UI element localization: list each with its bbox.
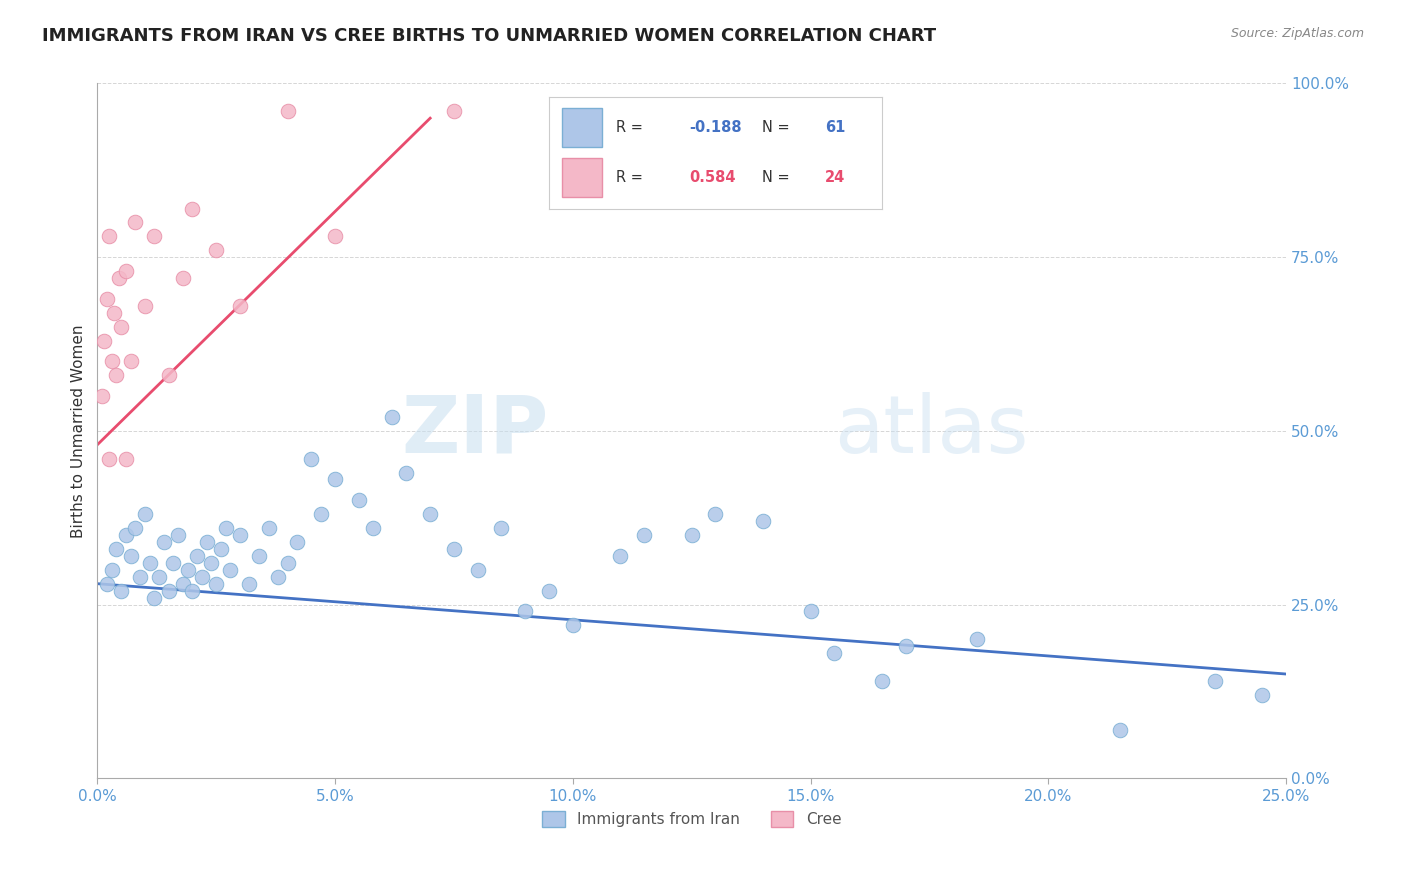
Point	[823, 646, 845, 660]
Point	[143, 229, 166, 244]
Legend: Immigrants from Iran, Cree: Immigrants from Iran, Cree	[536, 805, 848, 833]
Point	[267, 570, 290, 584]
Point	[395, 466, 418, 480]
Point	[195, 535, 218, 549]
Point	[299, 451, 322, 466]
Point	[381, 409, 404, 424]
Point	[247, 549, 270, 563]
Text: atlas: atlas	[834, 392, 1029, 470]
Point	[124, 521, 146, 535]
Point	[894, 639, 917, 653]
Text: Source: ZipAtlas.com: Source: ZipAtlas.com	[1230, 27, 1364, 40]
Point	[966, 632, 988, 647]
Point	[704, 507, 727, 521]
Point	[257, 521, 280, 535]
Point	[100, 563, 122, 577]
Point	[870, 673, 893, 688]
Point	[419, 507, 441, 521]
Point	[124, 215, 146, 229]
Point	[323, 229, 346, 244]
Point	[229, 528, 252, 542]
Point	[515, 605, 537, 619]
Point	[105, 368, 128, 383]
Point	[238, 576, 260, 591]
Point	[1204, 673, 1226, 688]
Point	[633, 528, 655, 542]
Point	[120, 549, 142, 563]
Point	[115, 264, 138, 278]
Point	[98, 229, 121, 244]
Text: ZIP: ZIP	[402, 392, 548, 470]
Point	[110, 319, 132, 334]
Point	[186, 549, 208, 563]
Point	[167, 528, 190, 542]
Point	[181, 202, 204, 216]
Point	[285, 535, 308, 549]
Point	[219, 563, 242, 577]
Point	[157, 368, 180, 383]
Point	[215, 521, 238, 535]
Point	[107, 271, 129, 285]
Text: IMMIGRANTS FROM IRAN VS CREE BIRTHS TO UNMARRIED WOMEN CORRELATION CHART: IMMIGRANTS FROM IRAN VS CREE BIRTHS TO U…	[42, 27, 936, 45]
Point	[323, 473, 346, 487]
Point	[537, 583, 560, 598]
Point	[129, 570, 152, 584]
Point	[609, 549, 631, 563]
Point	[172, 271, 194, 285]
Point	[561, 618, 583, 632]
Point	[148, 570, 170, 584]
Point	[467, 563, 489, 577]
Point	[309, 507, 332, 521]
Point	[96, 292, 118, 306]
Point	[100, 354, 122, 368]
Point	[200, 556, 222, 570]
Point	[491, 521, 513, 535]
Point	[191, 570, 214, 584]
Point	[91, 389, 114, 403]
Point	[277, 104, 299, 119]
Point	[361, 521, 384, 535]
Point	[96, 576, 118, 591]
Point	[98, 451, 121, 466]
Point	[143, 591, 166, 605]
Point	[181, 583, 204, 598]
Point	[153, 535, 176, 549]
Point	[229, 299, 252, 313]
Y-axis label: Births to Unmarried Women: Births to Unmarried Women	[72, 324, 86, 538]
Point	[115, 451, 138, 466]
Point	[443, 104, 465, 119]
Point	[115, 528, 138, 542]
Point	[799, 605, 821, 619]
Point	[110, 583, 132, 598]
Point	[134, 299, 156, 313]
Point	[93, 334, 115, 348]
Point	[681, 528, 703, 542]
Point	[176, 563, 198, 577]
Point	[138, 556, 160, 570]
Point	[1108, 723, 1130, 737]
Point	[205, 243, 228, 257]
Point	[120, 354, 142, 368]
Point	[277, 556, 299, 570]
Point	[157, 583, 180, 598]
Point	[205, 576, 228, 591]
Point	[162, 556, 184, 570]
Point	[103, 306, 125, 320]
Point	[443, 541, 465, 556]
Point	[105, 541, 128, 556]
Point	[752, 514, 775, 528]
Point	[347, 493, 370, 508]
Point	[172, 576, 194, 591]
Point	[209, 541, 232, 556]
Point	[1251, 688, 1274, 702]
Point	[134, 507, 156, 521]
